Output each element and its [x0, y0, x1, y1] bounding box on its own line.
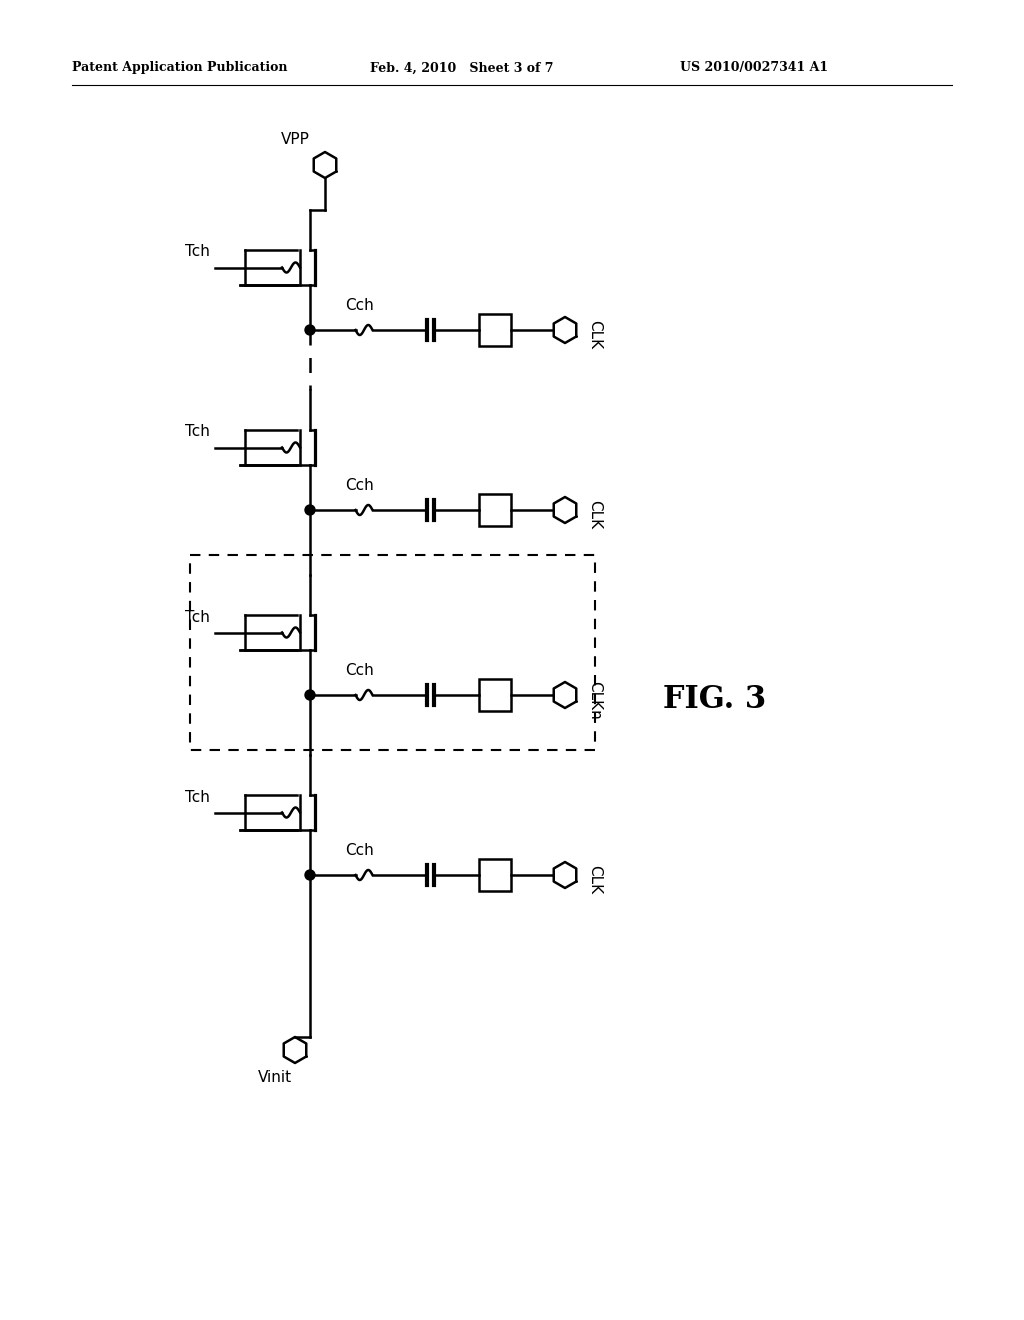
Bar [479, 314, 511, 346]
Text: Tch: Tch [185, 425, 210, 440]
Text: VPP: VPP [282, 132, 310, 147]
Text: FIG. 3: FIG. 3 [664, 685, 767, 715]
Text: Tch: Tch [185, 244, 210, 260]
Text: Cch: Cch [345, 843, 374, 858]
Text: CLK: CLK [587, 500, 602, 529]
Bar [479, 678, 511, 711]
Text: CLK: CLK [587, 321, 602, 350]
Text: CLK: CLK [587, 866, 602, 895]
Circle shape [305, 506, 315, 515]
Circle shape [305, 325, 315, 335]
Text: US 2010/0027341 A1: US 2010/0027341 A1 [680, 62, 828, 74]
Bar [479, 494, 511, 525]
Text: Tch: Tch [185, 610, 210, 624]
Text: Cch: Cch [345, 663, 374, 678]
Text: Patent Application Publication: Patent Application Publication [72, 62, 288, 74]
Circle shape [305, 870, 315, 880]
Text: Vinit: Vinit [258, 1071, 292, 1085]
Text: Tch: Tch [185, 789, 210, 804]
Text: Feb. 4, 2010   Sheet 3 of 7: Feb. 4, 2010 Sheet 3 of 7 [370, 62, 554, 74]
Text: Cch: Cch [345, 478, 374, 492]
Text: Cch: Cch [345, 298, 374, 313]
Circle shape [305, 690, 315, 700]
Text: CLKn: CLKn [587, 681, 602, 719]
Bar [479, 859, 511, 891]
